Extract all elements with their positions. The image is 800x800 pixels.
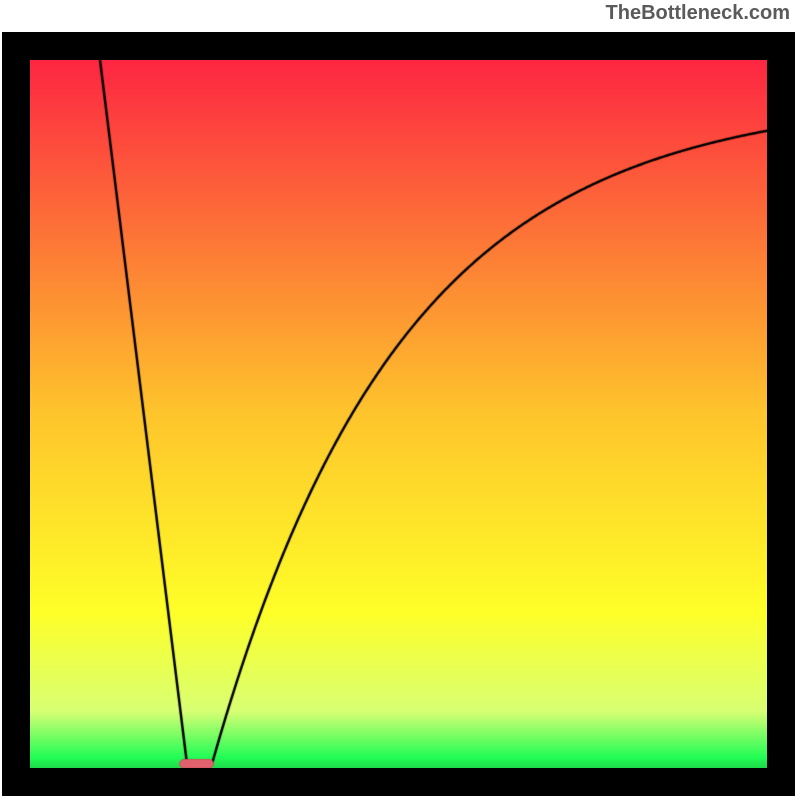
plot-canvas <box>30 60 767 768</box>
chart-stage: TheBottleneck.com <box>0 0 800 800</box>
plot-area <box>30 60 767 768</box>
watermark-text: TheBottleneck.com <box>606 2 790 25</box>
